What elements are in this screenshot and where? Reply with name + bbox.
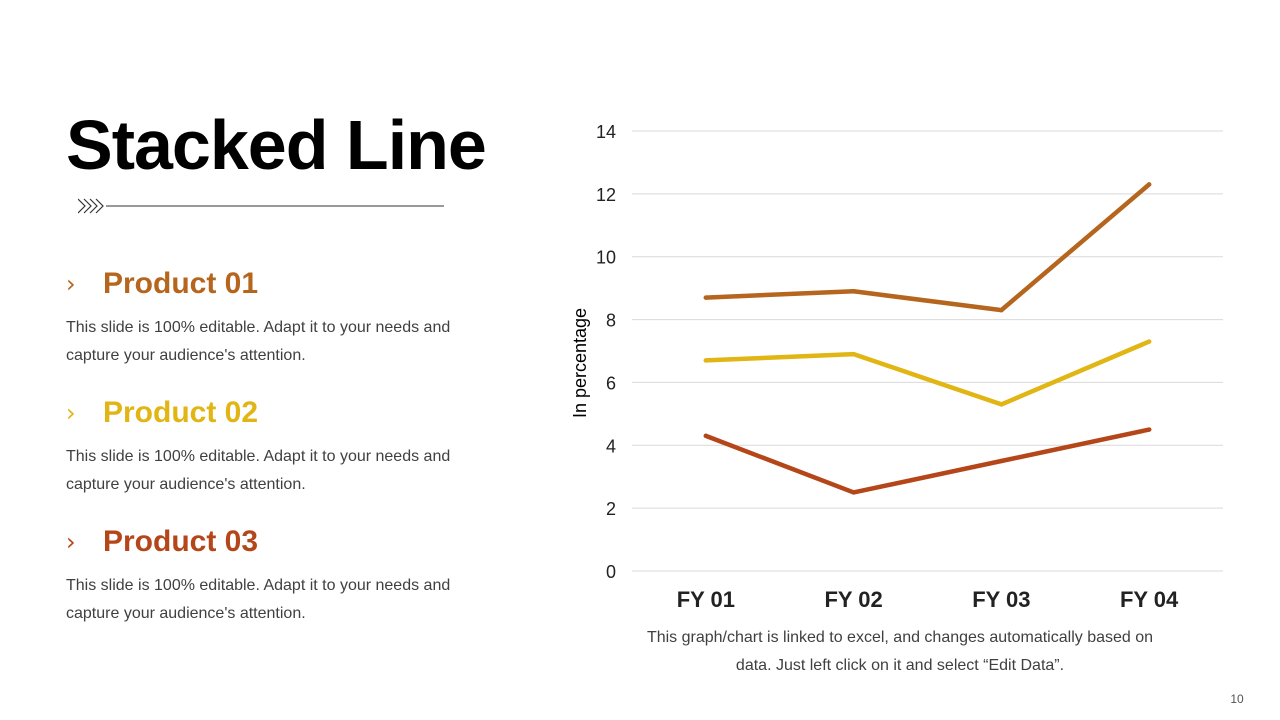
data-point — [1146, 182, 1152, 187]
product-description: This slide is 100% editable. Adapt it to… — [66, 448, 451, 493]
chart-note: This graph/chart is linked to excel, and… — [646, 629, 1154, 674]
page-number: 10 — [1230, 692, 1244, 706]
y-tick-label: 12 — [596, 185, 616, 205]
x-tick-label: FY 03 — [972, 587, 1030, 612]
x-tick-label: FY 01 — [677, 587, 735, 612]
data-point — [851, 490, 856, 495]
data-point — [851, 289, 856, 294]
data-point — [703, 295, 709, 300]
y-tick-label: 14 — [596, 122, 616, 142]
slide-title: Stacked Line — [66, 106, 487, 184]
chevron-right-icon: › — [66, 270, 76, 298]
triple-chevron-icon — [78, 198, 104, 214]
product-block-3: › Product 03 This slide is 100% editable… — [66, 522, 486, 628]
data-point — [1146, 427, 1152, 432]
product-name: Product 03 — [103, 525, 259, 558]
product-name: Product 01 — [103, 267, 259, 300]
product-name: Product 02 — [103, 396, 259, 429]
data-point — [1146, 339, 1152, 344]
chevron-right-icon: › — [66, 528, 76, 556]
series-line-1 — [703, 182, 1152, 313]
product-block-1: › Product 01 This slide is 100% editable… — [66, 264, 486, 370]
title-divider — [78, 198, 444, 214]
data-point — [703, 358, 709, 363]
data-point — [851, 351, 856, 357]
line-chart[interactable]: 0 2 4 6 8 10 12 14 In percentage FY 01 FY 02 FY 03 F… — [560, 110, 1240, 620]
data-point — [703, 433, 709, 439]
product-description: This slide is 100% editable. Adapt it to… — [66, 319, 451, 364]
y-tick-label: 6 — [606, 373, 616, 393]
y-axis-label: In percentage — [570, 308, 590, 418]
data-point — [999, 458, 1004, 464]
product-block-2: › Product 02 This slide is 100% editable… — [66, 393, 486, 499]
y-tick-label: 10 — [596, 248, 616, 268]
series-line-3 — [703, 427, 1152, 495]
product-description: This slide is 100% editable. Adapt it to… — [66, 577, 451, 622]
data-point — [999, 307, 1004, 313]
data-point — [999, 402, 1004, 407]
y-tick-label: 4 — [606, 436, 616, 456]
y-tick-label: 0 — [606, 562, 616, 582]
series-line-2 — [703, 339, 1152, 407]
chevron-right-icon: › — [66, 399, 76, 427]
x-tick-label: FY 04 — [1120, 587, 1179, 612]
y-tick-label: 2 — [606, 499, 616, 519]
x-tick-label: FY 02 — [824, 587, 882, 612]
y-tick-label: 8 — [606, 311, 616, 331]
